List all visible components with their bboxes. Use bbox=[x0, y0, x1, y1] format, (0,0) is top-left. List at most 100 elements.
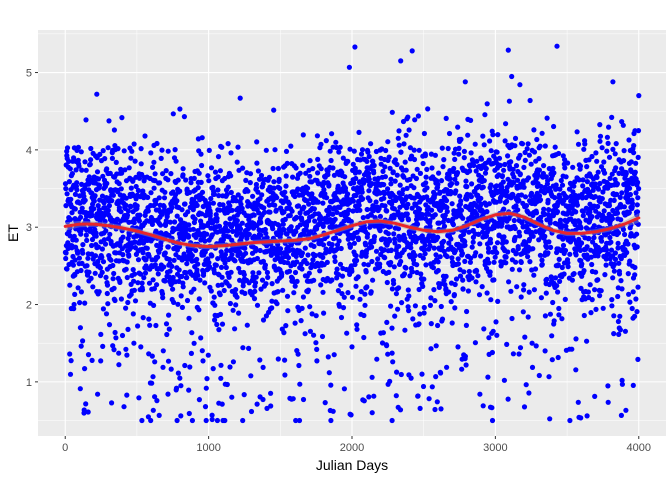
data-point bbox=[83, 401, 89, 407]
data-point bbox=[458, 207, 465, 213]
data-point bbox=[100, 343, 106, 349]
data-point bbox=[420, 255, 426, 261]
data-point bbox=[405, 114, 411, 120]
data-point bbox=[222, 260, 228, 266]
data-point bbox=[455, 261, 461, 267]
data-point bbox=[330, 165, 336, 171]
data-point bbox=[351, 148, 357, 154]
data-point bbox=[575, 141, 582, 147]
data-point bbox=[604, 148, 610, 154]
data-point bbox=[281, 227, 287, 233]
data-point bbox=[591, 223, 597, 229]
data-point bbox=[631, 150, 637, 156]
data-point bbox=[361, 312, 367, 319]
data-point bbox=[128, 155, 134, 161]
data-point bbox=[152, 171, 158, 177]
data-point bbox=[138, 344, 144, 350]
data-point bbox=[283, 323, 289, 329]
data-point bbox=[198, 179, 204, 185]
data-point bbox=[595, 169, 601, 175]
data-point bbox=[560, 242, 567, 249]
data-point bbox=[417, 170, 423, 176]
data-point bbox=[95, 258, 101, 265]
data-point bbox=[609, 216, 616, 222]
data-point bbox=[113, 335, 119, 341]
data-point bbox=[526, 236, 533, 242]
data-point bbox=[635, 221, 641, 227]
data-point bbox=[150, 374, 156, 380]
data-point bbox=[139, 287, 146, 293]
data-point bbox=[379, 146, 385, 152]
data-point bbox=[496, 155, 503, 161]
data-point bbox=[419, 212, 425, 218]
data-point bbox=[532, 266, 539, 272]
data-point bbox=[120, 234, 126, 240]
data-point bbox=[613, 165, 619, 171]
data-point bbox=[299, 305, 305, 311]
data-point bbox=[321, 310, 327, 316]
data-point bbox=[635, 128, 642, 134]
data-point bbox=[257, 247, 263, 254]
data-point bbox=[525, 314, 531, 320]
data-point bbox=[354, 257, 360, 264]
data-point bbox=[486, 335, 492, 341]
data-point bbox=[435, 259, 441, 265]
data-point bbox=[448, 189, 454, 195]
data-point bbox=[396, 285, 402, 291]
data-point bbox=[193, 247, 199, 253]
data-point bbox=[601, 159, 607, 165]
data-point bbox=[221, 287, 227, 294]
data-point bbox=[512, 234, 518, 240]
data-point bbox=[262, 226, 268, 233]
data-point bbox=[472, 340, 478, 346]
data-point bbox=[261, 205, 267, 211]
data-point bbox=[271, 107, 277, 113]
data-point bbox=[432, 191, 438, 198]
data-point bbox=[277, 246, 284, 252]
data-point bbox=[131, 340, 137, 346]
data-point bbox=[157, 180, 163, 186]
data-point bbox=[100, 306, 106, 312]
data-point bbox=[557, 217, 564, 223]
data-point bbox=[605, 140, 611, 146]
data-point bbox=[94, 91, 100, 97]
data-point bbox=[253, 185, 260, 191]
data-point bbox=[250, 270, 256, 276]
data-point bbox=[563, 223, 569, 229]
data-point bbox=[460, 215, 466, 221]
data-point bbox=[457, 267, 463, 273]
data-point bbox=[347, 243, 353, 249]
data-point bbox=[219, 274, 225, 280]
data-point bbox=[512, 225, 518, 232]
data-point bbox=[607, 175, 613, 181]
data-point bbox=[488, 148, 494, 154]
data-point bbox=[352, 261, 358, 268]
data-point bbox=[416, 321, 422, 327]
y-tick-label: 4 bbox=[26, 145, 32, 157]
data-point bbox=[407, 273, 413, 279]
data-point bbox=[224, 381, 230, 388]
data-point bbox=[246, 231, 252, 237]
data-point bbox=[75, 285, 81, 291]
data-point bbox=[482, 112, 488, 118]
data-point bbox=[348, 412, 354, 418]
data-point bbox=[292, 269, 299, 276]
data-point bbox=[510, 179, 517, 186]
data-point bbox=[387, 223, 393, 229]
data-point bbox=[91, 206, 97, 212]
data-point bbox=[620, 226, 627, 233]
data-point bbox=[615, 245, 621, 251]
data-point bbox=[422, 242, 428, 248]
data-point bbox=[350, 161, 356, 167]
data-point bbox=[359, 147, 366, 153]
data-point bbox=[197, 277, 203, 283]
data-point bbox=[597, 133, 604, 139]
data-point bbox=[618, 412, 625, 418]
data-point bbox=[225, 141, 231, 147]
data-point bbox=[173, 385, 180, 391]
data-point bbox=[611, 261, 618, 267]
data-point bbox=[619, 381, 626, 387]
data-point bbox=[211, 270, 218, 276]
data-point bbox=[230, 307, 236, 313]
data-point bbox=[474, 268, 480, 274]
